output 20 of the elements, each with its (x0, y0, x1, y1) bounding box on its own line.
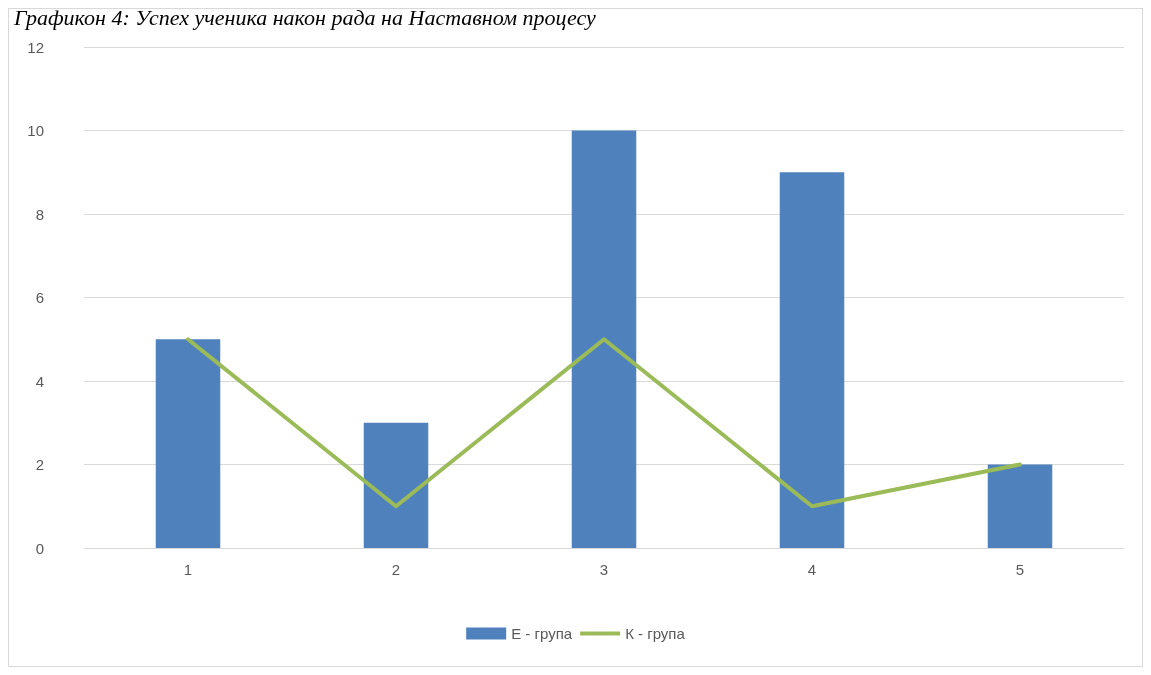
x-tick-label: 1 (183, 561, 193, 578)
y-tick-label: 6 (35, 289, 44, 306)
y-tick-label: 12 (27, 38, 44, 56)
x-tick-label: 4 (807, 561, 817, 578)
bar (987, 464, 1053, 548)
legend-label: К - група (625, 625, 686, 642)
x-tick-label: 3 (599, 561, 609, 578)
bar (571, 130, 637, 548)
bar (779, 172, 845, 548)
bar (155, 339, 221, 548)
x-tick-label: 2 (391, 561, 401, 578)
legend-label: Е - група (511, 625, 573, 642)
y-tick-label: 10 (27, 122, 44, 139)
x-tick-label: 5 (1015, 561, 1025, 578)
y-tick-label: 2 (35, 456, 44, 473)
y-tick-label: 8 (35, 205, 44, 223)
y-tick-label: 4 (35, 372, 44, 390)
y-tick-label: 0 (35, 539, 44, 557)
bar (363, 422, 429, 548)
chart-title: Графикон 4: Успех ученика након рада на Наставном процесу (13, 4, 597, 30)
